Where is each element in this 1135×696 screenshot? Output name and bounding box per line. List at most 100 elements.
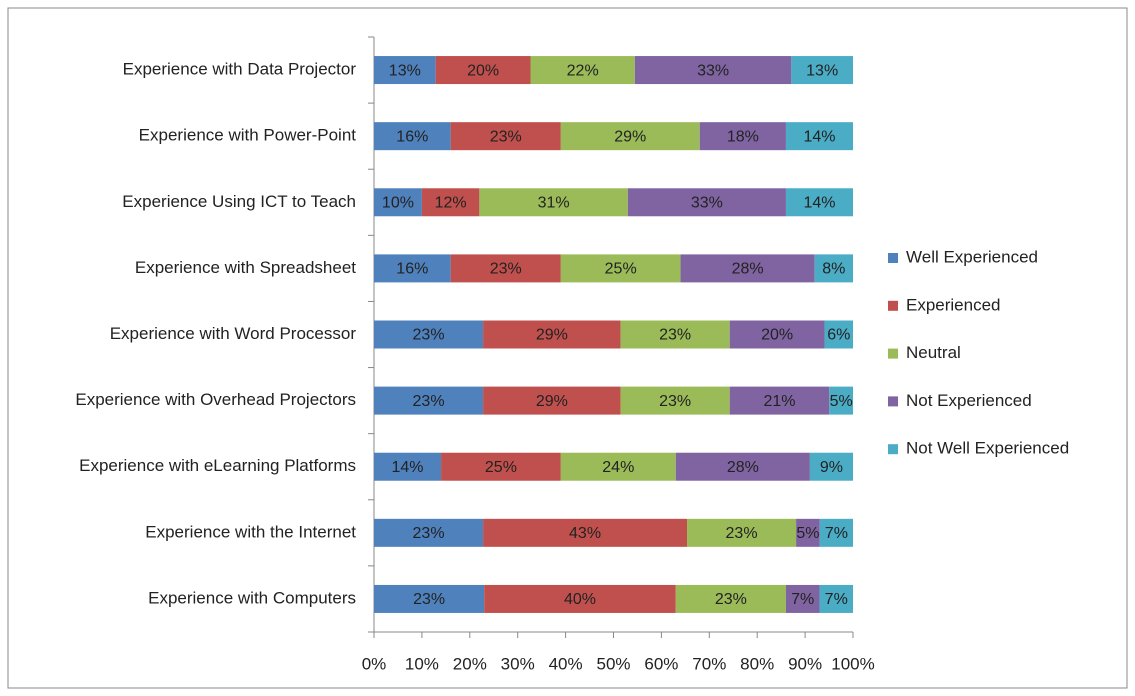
data-label: 22% — [567, 62, 599, 79]
bar-segment — [374, 584, 485, 613]
bar-segment — [785, 584, 820, 613]
bar-segment — [680, 254, 815, 283]
bar-segment — [530, 56, 635, 85]
bar-segment — [824, 320, 853, 349]
data-label: 16% — [396, 128, 428, 145]
x-tick-label: 30% — [501, 654, 535, 673]
data-label: 25% — [605, 261, 637, 278]
x-tick-label: 40% — [549, 654, 583, 673]
bar-segment — [374, 518, 484, 547]
bar-segment — [421, 188, 480, 217]
bar-segment — [374, 320, 484, 349]
bar-segment — [796, 518, 820, 547]
x-tick-label: 80% — [740, 654, 774, 673]
bar-segment — [560, 452, 676, 481]
data-label: 20% — [761, 327, 793, 344]
data-label: 10% — [382, 194, 414, 211]
data-label: 6% — [827, 327, 850, 344]
bar-segment — [374, 188, 422, 217]
bar-segment — [687, 518, 797, 547]
bar-segment — [699, 122, 786, 151]
bar-segment — [560, 122, 700, 151]
data-label: 29% — [614, 128, 646, 145]
bar-segment — [785, 188, 853, 217]
y-tick-label: Experience with Spreadsheet — [135, 258, 356, 277]
bar-segment — [819, 518, 853, 547]
legend-swatch — [888, 300, 898, 311]
data-label: 33% — [697, 62, 729, 79]
bar-segment — [675, 584, 786, 613]
bar-segment — [374, 122, 451, 151]
x-tick-label: 0% — [362, 654, 387, 673]
data-label: 12% — [435, 194, 467, 211]
y-tick-label: Experience with Word Processor — [110, 324, 357, 343]
data-label: 5% — [830, 393, 853, 410]
data-label: 23% — [715, 591, 747, 608]
data-label: 9% — [820, 459, 843, 476]
bar-segment — [829, 386, 853, 415]
x-tick-label: 10% — [405, 654, 439, 673]
bar-segment — [620, 320, 730, 349]
x-tick-label: 60% — [644, 654, 678, 673]
data-label: 23% — [413, 393, 445, 410]
data-label: 7% — [825, 525, 848, 542]
y-tick-label: Experience with Power-Point — [139, 126, 357, 145]
bar-segment — [450, 122, 561, 151]
x-tick-label: 50% — [596, 654, 630, 673]
bar-segment — [785, 122, 853, 151]
data-label: 23% — [659, 393, 691, 410]
legend-label: Well Experienced — [906, 247, 1038, 266]
legend-label: Experienced — [906, 295, 1001, 314]
data-label: 18% — [727, 128, 759, 145]
y-tick-label: Experience with the Internet — [145, 522, 356, 541]
bar-segment — [729, 320, 825, 349]
bar-segment — [819, 584, 853, 613]
bar-segment — [814, 254, 853, 283]
data-label: 28% — [727, 459, 759, 476]
data-label: 23% — [413, 327, 445, 344]
data-label: 33% — [691, 194, 723, 211]
data-label: 8% — [822, 261, 845, 278]
data-label: 28% — [732, 261, 764, 278]
bar-segment — [620, 386, 730, 415]
data-label: 7% — [825, 591, 848, 608]
data-label: 5% — [796, 525, 819, 542]
data-label: 20% — [467, 62, 499, 79]
bar-segment — [634, 56, 792, 85]
data-label: 23% — [490, 128, 522, 145]
bar-segment — [374, 56, 436, 85]
data-label: 14% — [803, 194, 835, 211]
data-label: 25% — [485, 459, 517, 476]
bar-segment — [729, 386, 830, 415]
bar-segment — [484, 584, 676, 613]
data-label: 40% — [564, 591, 596, 608]
bar-segment — [560, 254, 681, 283]
bar-segment — [791, 56, 853, 85]
data-label: 23% — [726, 525, 758, 542]
bar-segment — [450, 254, 561, 283]
y-tick-label: Experience with Overhead Projectors — [75, 390, 356, 409]
y-tick-label: Experience Using ICT to Teach — [122, 192, 356, 211]
legend-label: Not Experienced — [906, 391, 1032, 410]
bar-segment — [483, 320, 621, 349]
data-label: 43% — [569, 525, 601, 542]
legend-swatch — [888, 348, 898, 359]
bar-segment — [483, 518, 688, 547]
data-label: 23% — [659, 327, 691, 344]
data-label: 7% — [791, 591, 814, 608]
data-label: 14% — [392, 459, 424, 476]
bar-segment — [374, 254, 451, 283]
bar-segment — [374, 386, 484, 415]
data-label: 29% — [536, 393, 568, 410]
bar-segment — [483, 386, 621, 415]
y-tick-label: Experience with eLearning Platforms — [79, 456, 356, 475]
data-label: 23% — [413, 591, 445, 608]
y-tick-label: Experience with Data Projector — [123, 60, 357, 79]
x-tick-label: 100% — [831, 654, 874, 673]
data-label: 23% — [490, 261, 522, 278]
legend-label: Not Well Experienced — [906, 439, 1069, 458]
data-label: 31% — [538, 194, 570, 211]
bar-segment — [435, 56, 531, 85]
data-label: 16% — [396, 261, 428, 278]
